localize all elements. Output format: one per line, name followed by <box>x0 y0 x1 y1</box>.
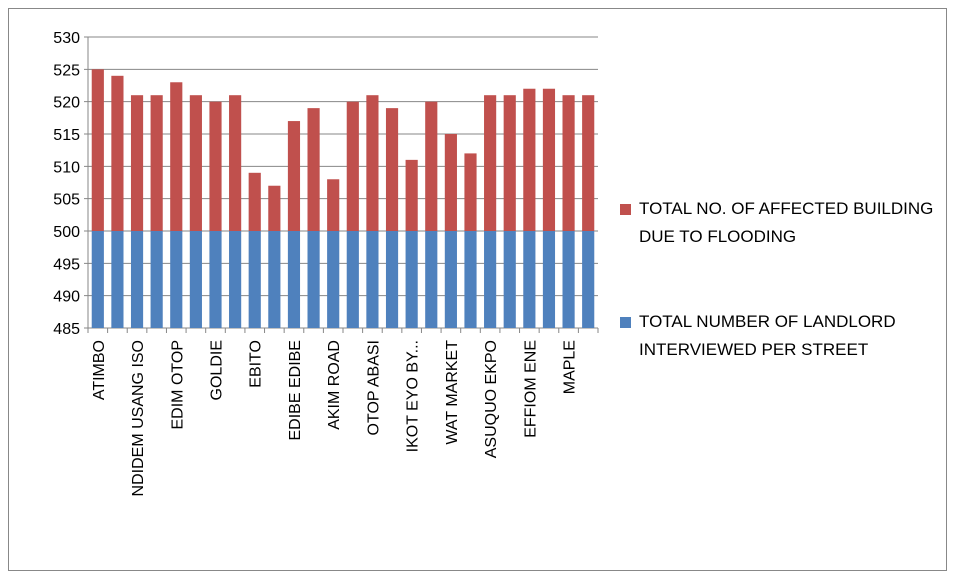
bar-segment <box>170 231 183 328</box>
x-tick-label: MAPLE <box>562 340 579 394</box>
y-tick-label: 505 <box>53 192 80 209</box>
bar-segment <box>523 88 536 231</box>
bar-segment <box>542 88 556 231</box>
x-tick-label: EBITO <box>248 340 265 388</box>
bar-segment <box>444 231 457 328</box>
bar-segment <box>464 153 477 231</box>
bar-segment <box>346 101 359 232</box>
y-tick-label: 520 <box>53 95 80 112</box>
bar-segment <box>562 231 575 328</box>
legend-swatch <box>620 317 631 328</box>
bar-segment <box>405 231 418 328</box>
bar-segment <box>287 121 301 231</box>
bar-segment <box>170 82 183 232</box>
bar-segment <box>150 95 163 231</box>
x-tick-label: ASUQUO EKPO <box>483 340 500 458</box>
bar-segment <box>503 231 516 328</box>
x-tick-label: EDIBE EDIBE <box>287 340 304 440</box>
bar-segment <box>150 231 163 328</box>
bar-segment <box>111 231 124 328</box>
y-tick-label: 495 <box>53 256 80 273</box>
x-tick-label: NDIDEM USANG ISO <box>130 340 147 496</box>
bar-segment <box>268 185 281 231</box>
x-tick-label: EFFIOM ENE <box>522 340 539 438</box>
bar-segment <box>503 95 516 231</box>
bar-segment <box>229 95 242 231</box>
bar-segment <box>385 231 399 328</box>
bar-segment <box>464 231 477 328</box>
bar-segment <box>91 69 104 231</box>
bar-segment <box>307 108 320 231</box>
bar-segment <box>444 134 457 231</box>
bar-segment <box>268 231 281 328</box>
x-tick-label: EDIM OTOP <box>169 340 186 430</box>
x-tick-label: AKIM ROAD <box>326 340 343 430</box>
bar-segment <box>91 231 104 328</box>
bar-segment <box>484 231 497 328</box>
x-tick-label: ATIMBO <box>91 340 108 400</box>
bar-segment <box>542 231 556 328</box>
y-tick-label: 490 <box>53 289 80 306</box>
bar-segment <box>189 231 202 328</box>
bar-segment <box>130 231 144 328</box>
bar-segment <box>287 231 301 328</box>
x-tick-label: WAT MARKET <box>444 340 461 445</box>
bar-segment <box>385 108 399 231</box>
legend-entry: TOTAL NO. OF AFFECTED BUILDING DUE TO FL… <box>620 195 940 251</box>
bar-segment <box>582 95 595 231</box>
legend-entry: TOTAL NUMBER OF LANDLORD INTERVIEWED PER… <box>620 308 940 364</box>
bar-segment <box>327 231 340 328</box>
y-tick-label: 510 <box>53 159 80 176</box>
bar-segment <box>209 231 222 328</box>
bar-segment <box>523 231 536 328</box>
bar-segment <box>405 159 418 231</box>
y-tick-label: 525 <box>53 62 80 79</box>
bar-segment <box>189 95 202 231</box>
bar-segment <box>327 179 340 231</box>
bar-segment <box>484 95 497 231</box>
bar-segment <box>366 231 379 328</box>
y-tick-label: 485 <box>53 321 80 338</box>
bar-segment <box>248 231 261 328</box>
y-tick-label: 500 <box>53 224 80 241</box>
bar-segment <box>425 231 438 328</box>
bar-segment <box>248 172 261 231</box>
bar-segment <box>425 101 438 232</box>
bar-segment <box>130 95 144 231</box>
legend-label: TOTAL NO. OF AFFECTED BUILDING DUE TO FL… <box>639 199 934 246</box>
bar-segment <box>209 101 222 232</box>
y-tick-label: 515 <box>53 127 80 144</box>
legend-label: TOTAL NUMBER OF LANDLORD INTERVIEWED PER… <box>639 312 896 359</box>
bar-segment <box>582 231 595 328</box>
chart-border <box>8 8 947 571</box>
bar-segment <box>111 75 124 231</box>
bar-segment <box>307 231 320 328</box>
x-tick-label: OTOP ABASI <box>365 340 382 435</box>
bar-segment <box>346 231 359 328</box>
y-tick-label: 530 <box>53 30 80 47</box>
legend-swatch <box>620 204 631 215</box>
x-tick-label: GOLDIE <box>209 340 226 400</box>
x-tick-label: IKOT EYO BY... <box>405 340 422 452</box>
bar-segment <box>229 231 242 328</box>
bar-segment <box>562 95 575 231</box>
bar-segment <box>366 95 379 231</box>
